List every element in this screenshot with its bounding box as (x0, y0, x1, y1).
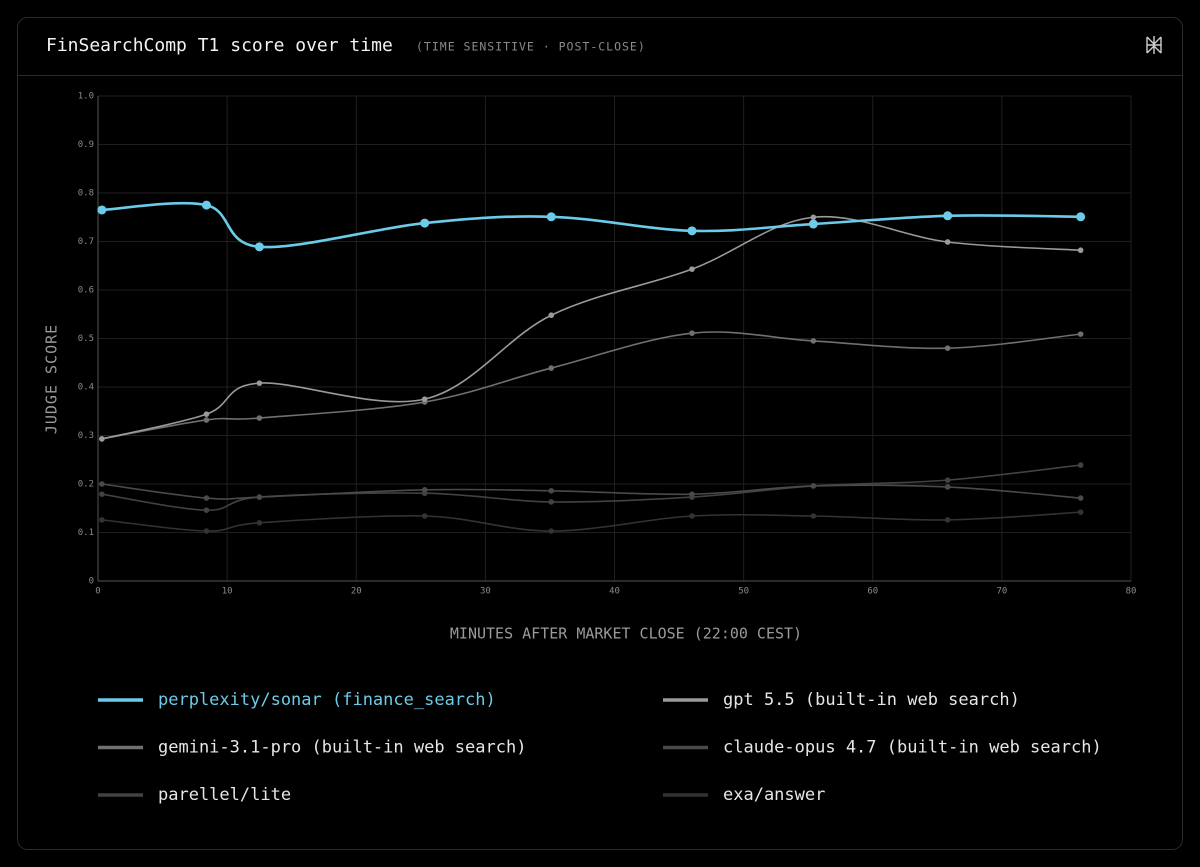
data-point (1076, 212, 1086, 222)
data-point (203, 528, 210, 534)
legend-label: parellel/lite (158, 785, 291, 805)
series-line (101, 331, 1081, 440)
data-point (548, 365, 555, 371)
data-point (944, 477, 951, 483)
y-tick-label: 0.8 (78, 189, 94, 199)
series-line (101, 483, 1081, 500)
data-point (810, 483, 817, 489)
x-tick-label: 60 (867, 587, 878, 597)
legend-label: perplexity/sonar (finance_search) (158, 690, 496, 710)
x-tick-label: 50 (738, 587, 749, 597)
y-tick-label: 0 (89, 577, 94, 587)
data-point (689, 330, 695, 336)
data-point (420, 218, 430, 228)
data-point (1077, 495, 1084, 501)
plot-area: 0 0.1 0.2 0.3 0.4 0.5 0.6 0.7 0.8 0.9 1.0 0 10 20 30 40… (78, 92, 1137, 597)
series-line (101, 511, 1081, 532)
data-point (944, 345, 951, 352)
x-tick-label: 10 (222, 587, 233, 597)
data-point (99, 517, 105, 523)
data-point (256, 494, 263, 500)
series-line (101, 464, 1081, 511)
data-point (1077, 462, 1084, 468)
chart-subtitle: (TIME SENSITIVE · POST-CLOSE) (416, 40, 646, 54)
data-point (546, 212, 556, 222)
y-tick-label: 0.1 (78, 528, 94, 538)
data-point (1077, 331, 1084, 337)
data-point (810, 214, 817, 221)
legend-label: gpt 5.5 (built-in web search) (723, 690, 1020, 710)
data-point (256, 380, 263, 386)
legend-label: gemini-3.1-pro (built-in web search) (158, 738, 526, 758)
data-point (203, 417, 210, 423)
data-point (1077, 509, 1084, 515)
x-tick-label: 30 (480, 587, 491, 597)
data-point (201, 200, 211, 210)
legend: perplexity/sonar (finance_search) gpt 5.5… (98, 690, 1102, 805)
data-point (944, 239, 951, 245)
data-point (97, 205, 107, 215)
x-tick-label: 80 (1126, 587, 1137, 597)
y-tick-label: 0.9 (78, 140, 94, 150)
y-tick-label: 0.4 (78, 383, 94, 393)
data-point (99, 481, 105, 487)
data-point (689, 266, 695, 272)
data-point (943, 211, 953, 221)
data-point (689, 491, 695, 497)
y-tick-label: 0.2 (78, 480, 94, 490)
data-point (808, 219, 818, 229)
data-point (548, 312, 555, 319)
x-tick-label: 20 (351, 587, 362, 597)
card (17, 17, 1183, 850)
y-tick-label: 0.3 (78, 431, 94, 441)
data-point (944, 484, 951, 490)
data-point (810, 513, 817, 519)
legend-label: exa/answer (723, 785, 825, 805)
data-point (810, 338, 817, 344)
data-point (421, 487, 428, 493)
x-tick-label: 70 (996, 587, 1007, 597)
x-axis-title: MINUTES AFTER MARKET CLOSE (22:00 CEST) (450, 625, 802, 643)
data-point (689, 513, 695, 519)
chart-title: FinSearchComp T1 score over time (46, 35, 393, 56)
legend-label: claude-opus 4.7 (built-in web search) (723, 738, 1102, 758)
data-point (254, 242, 264, 252)
y-tick-label: 0.6 (78, 286, 94, 296)
data-point (548, 528, 555, 534)
y-tick-label: 0.5 (78, 334, 94, 344)
data-point (99, 436, 105, 442)
data-point (687, 226, 697, 236)
data-point (256, 520, 263, 526)
data-point (548, 499, 555, 505)
data-point (203, 495, 210, 501)
logo-icon (1146, 36, 1162, 54)
data-point (203, 507, 210, 513)
data-point (1077, 247, 1084, 254)
data-point (548, 487, 555, 494)
data-point (421, 513, 428, 519)
data-point (203, 411, 210, 417)
y-tick-label: 0.7 (78, 237, 94, 247)
x-tick-label: 0 (95, 587, 100, 597)
x-tick-label: 40 (609, 587, 620, 597)
data-point (256, 415, 263, 421)
y-axis-title: JUDGE SCORE (43, 324, 61, 434)
y-tick-label: 1.0 (78, 92, 94, 102)
data-point (99, 491, 105, 497)
data-point (421, 396, 428, 402)
data-point (944, 517, 951, 523)
